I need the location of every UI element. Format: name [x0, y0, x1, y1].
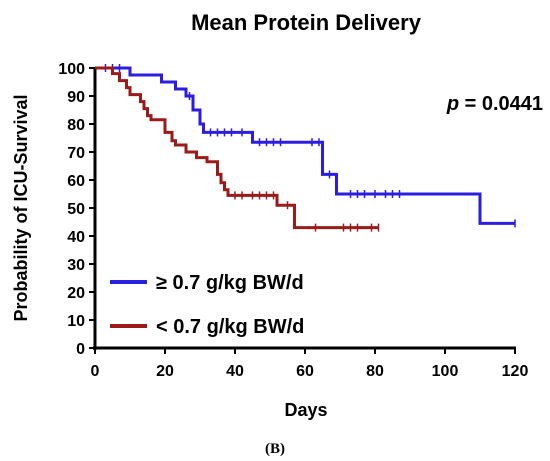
x-tick-label: 100 — [432, 363, 459, 380]
p-value-symbol: p — [446, 93, 459, 115]
x-tick-label: 20 — [156, 363, 174, 380]
chart-title: Mean Protein Delivery — [191, 10, 422, 35]
survival-curve-1 — [95, 66, 379, 230]
y-axis-label: Probability of ICU-Survival — [11, 94, 31, 321]
legend: ≥ 0.7 g/kg BW/d < 0.7 g/kg BW/d — [110, 272, 304, 338]
y-tick-label: 100 — [58, 61, 85, 78]
legend-item-high: ≥ 0.7 g/kg BW/d — [110, 272, 304, 294]
y-tick-label: 70 — [67, 145, 85, 162]
x-tick-label: 60 — [296, 363, 314, 380]
survival-curve-0 — [95, 66, 515, 225]
p-value-text: = 0.0441 — [459, 93, 543, 115]
y-tick-label: 80 — [67, 117, 85, 134]
x-axis-label: Days — [284, 400, 327, 420]
y-tick-label: 40 — [67, 229, 85, 246]
legend-label-high: ≥ 0.7 g/kg BW/d — [156, 272, 304, 294]
x-tick-label: 0 — [91, 363, 100, 380]
x-tick-label: 40 — [226, 363, 244, 380]
x-tick-label: 120 — [502, 363, 529, 380]
x-tick-label: 80 — [366, 363, 384, 380]
legend-label-low: < 0.7 g/kg BW/d — [156, 316, 304, 338]
panel-label: (B) — [265, 441, 285, 457]
y-tick-label: 50 — [67, 201, 85, 218]
y-tick-label: 90 — [67, 89, 85, 106]
plot-area: 0 10 20 30 40 50 60 70 80 90 100 0 20 40 60 80 100 120 — [58, 61, 528, 380]
legend-item-low: < 0.7 g/kg BW/d — [110, 316, 304, 338]
y-tick-label: 60 — [67, 173, 85, 190]
y-tick-label: 0 — [76, 341, 85, 358]
y-tick-label: 30 — [67, 257, 85, 274]
p-value-annotation: p = 0.0441 — [446, 93, 543, 115]
y-tick-label: 10 — [67, 313, 85, 330]
y-tick-label: 20 — [67, 285, 85, 302]
